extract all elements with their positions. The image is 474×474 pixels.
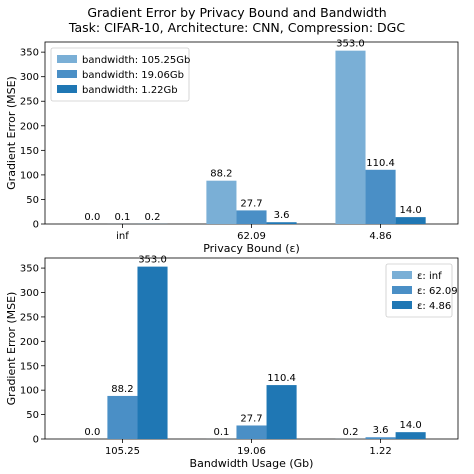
bandwidth-chart: 0 50 100 150 200 250 300 350 105.25 0.0 88.2 353.0 1… [5,255,459,470]
legend-entry-label: ε: 62.09 [417,286,458,297]
privacy-bound-chart: 0 50 100 150 200 250 300 350 inf 0.0 0.1 0.2 62.09 88… [5,39,459,255]
legend-entry-label: bandwidth: 105.25Gb [82,55,190,66]
legend: ε: inf ε: 62.09 ε: 4.86 [385,263,458,318]
legend-swatch [392,271,412,279]
bar [335,50,366,224]
legend-entry-label: ε: 4.86 [417,301,451,312]
x-tick-label: 1.22 [369,446,391,457]
y-axis-label: Gradient Error (MSE) [5,292,18,406]
y-tick-label: 0 [33,220,39,231]
legend-swatch [57,70,77,78]
y-axis-label: Gradient Error (MSE) [5,76,18,190]
bar [395,432,426,439]
x-tick-label: 62.09 [237,231,266,242]
y-tick-label: 250 [20,312,39,323]
bar-value-label: 0.0 [84,212,100,223]
legend-swatch [57,85,77,93]
y-tick-label: 200 [20,121,39,132]
y-tick-label: 0 [33,435,39,446]
bar-value-label: 353.0 [138,255,167,266]
x-tick-label: 105.25 [105,446,140,457]
bar-value-label: 110.4 [267,373,296,384]
y-tick-label: 350 [20,48,39,59]
bar-value-label: 110.4 [366,158,395,169]
legend-frame [50,47,190,102]
bar-value-label: 0.0 [84,427,100,438]
bar-value-label: 14.0 [400,205,422,216]
bar-value-label: 3.6 [274,210,290,221]
bar [206,180,237,224]
bar-value-label: 0.2 [145,212,161,223]
x-tick-label: 4.86 [369,231,391,242]
bar-value-label: 14.0 [400,420,422,431]
y-tick-label: 150 [20,361,39,372]
legend-swatch [392,286,412,294]
bar-value-label: 88.2 [210,169,232,180]
x-tick-label: 19.06 [237,446,266,457]
bar [395,217,426,224]
y-tick-label: 200 [20,337,39,348]
y-tick-label: 350 [20,264,39,275]
x-axis-label: Privacy Bound (ε) [203,242,300,255]
y-tick-label: 50 [26,410,39,421]
bar-value-label: 0.1 [114,212,130,223]
figure-title-line1: Gradient Error by Privacy Bound and Band… [87,5,386,20]
y-tick-label: 150 [20,146,39,157]
bar-value-label: 88.2 [111,384,133,395]
legend-swatch [392,301,412,309]
bar-value-label: 27.7 [240,413,262,424]
bar [236,210,267,224]
bar [365,169,396,224]
bar-value-label: 0.2 [343,427,359,438]
y-tick-label: 100 [20,386,39,397]
bar [266,222,297,224]
x-tick-label: inf [116,231,129,242]
legend-entry-label: bandwidth: 1.22Gb [82,85,178,96]
y-tick-label: 300 [20,72,39,83]
legend-entry-label: ε: inf [417,271,442,282]
y-tick-label: 100 [20,170,39,181]
bar-value-label: 3.6 [373,425,389,436]
bar [266,385,297,439]
bar [107,395,138,439]
bar [365,437,396,439]
figure-title-line2: Task: CIFAR-10, Architecture: CNN, Compr… [68,20,405,35]
y-tick-label: 50 [26,195,39,206]
y-tick-label: 300 [20,288,39,299]
bar [137,266,168,439]
legend-swatch [57,55,77,63]
legend: bandwidth: 105.25Gb bandwidth: 19.06Gb ban… [50,47,190,102]
y-tick-label: 250 [20,97,39,108]
bar [236,425,267,439]
bar-value-label: 27.7 [240,198,262,209]
legend-entry-label: bandwidth: 19.06Gb [82,70,184,81]
bar-value-label: 0.1 [213,427,229,438]
bar-value-label: 353.0 [336,39,365,50]
x-axis-label: Bandwidth Usage (Gb) [190,457,314,470]
